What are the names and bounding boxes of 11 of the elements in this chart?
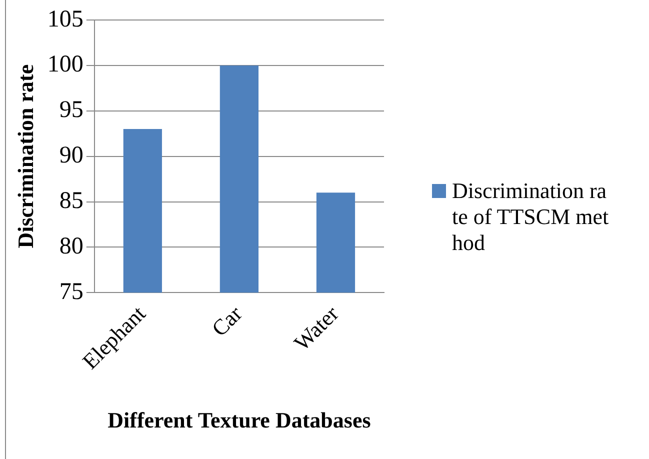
x-axis-title: Different Texture Databases <box>108 407 372 432</box>
y-tick-label: 80 <box>59 234 84 260</box>
y-tick-label: 95 <box>59 97 84 124</box>
y-tick-label: 105 <box>47 6 84 32</box>
y-tick-label: 75 <box>59 278 84 305</box>
x-tick-label: Car <box>206 300 248 342</box>
y-tick-label: 90 <box>59 142 84 169</box>
y-tick-label: 100 <box>47 52 84 78</box>
y-tick-label: 85 <box>59 188 84 214</box>
legend-label: Discrimination rate of TTSCM method <box>452 178 610 256</box>
y-axis-title: Discrimination rate <box>12 64 38 248</box>
